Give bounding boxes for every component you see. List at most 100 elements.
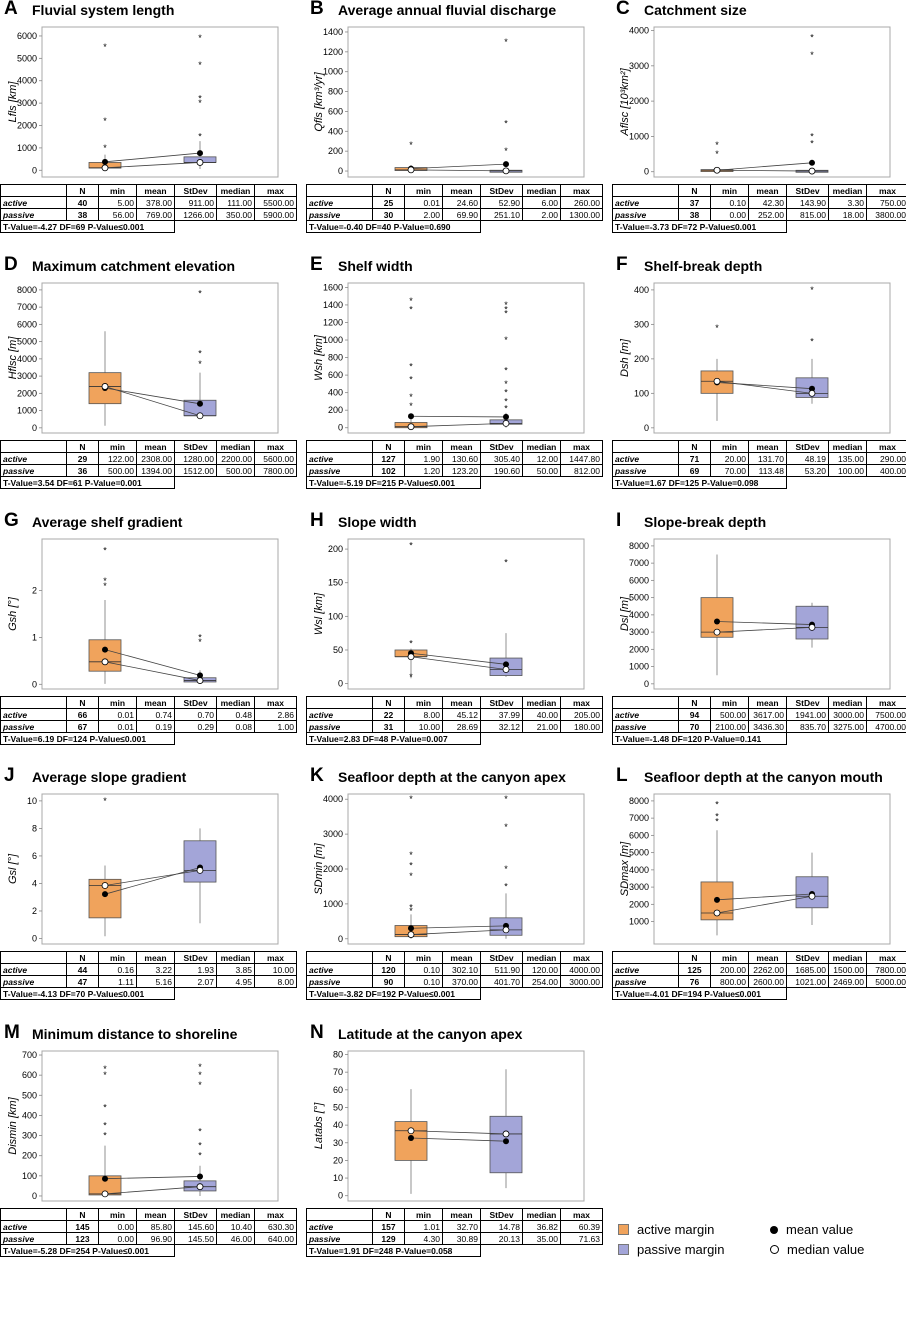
y-tick-label: 4000 xyxy=(629,610,649,620)
table-cell: 1.90 xyxy=(405,453,443,465)
panel-title: Slope width xyxy=(338,514,417,530)
passive-median-point xyxy=(503,666,509,672)
empty-cell xyxy=(481,477,603,489)
chart-plot: Hflsc [m]0100020003000400050006000700080… xyxy=(0,278,296,448)
row-label: active xyxy=(613,964,679,976)
table-header-cell: N xyxy=(67,441,99,453)
test-row: T-Value=1.91 DF=248 P-Value=0.058 xyxy=(307,1245,603,1257)
passive-median-point xyxy=(809,168,815,174)
y-tick-label: 400 xyxy=(328,126,343,136)
test-statistics: T-Value=-4.13 DF=70 P-Value≤0.001 xyxy=(1,988,175,1000)
table-header-cell: max xyxy=(561,441,603,453)
empty-cell xyxy=(787,733,906,745)
panel-letter: B xyxy=(310,0,324,20)
passive-mean-point xyxy=(197,401,203,407)
passive-outlier: * xyxy=(810,285,814,295)
empty-cell xyxy=(481,988,603,1000)
table-cell: 4.95 xyxy=(217,976,255,988)
table-cell: 130.60 xyxy=(443,453,481,465)
active-outlier: * xyxy=(103,1131,107,1141)
y-tick-label: 5000 xyxy=(17,337,37,347)
passive-outlier: * xyxy=(504,37,508,47)
table-header-cell: N xyxy=(67,185,99,197)
table-cell: 4.30 xyxy=(405,1233,443,1245)
y-axis-label: Dismin [km] xyxy=(7,1096,19,1154)
active-mean-point xyxy=(408,925,414,931)
table-cell: 1394.00 xyxy=(137,465,175,477)
test-statistics: T-Value=-0.40 DF=40 P-Value=0.690 xyxy=(307,221,481,233)
table-cell: 3275.00 xyxy=(829,721,867,733)
table-cell: 18.00 xyxy=(829,209,867,221)
plot-frame xyxy=(42,27,278,177)
test-statistics: T-Value=-4.27 DF=69 P-Value≤0.001 xyxy=(1,221,175,233)
row-label: passive xyxy=(613,209,679,221)
table-cell: 1447.80 xyxy=(561,453,603,465)
y-tick-label: 1200 xyxy=(323,47,343,57)
passive-outlier: * xyxy=(198,288,202,298)
y-tick-label: 8000 xyxy=(629,541,649,551)
table-cell: 45.12 xyxy=(443,709,481,721)
row-label: active xyxy=(1,197,67,209)
y-tick-label: 1400 xyxy=(323,27,343,37)
table-cell: 123.20 xyxy=(443,465,481,477)
active-median-point xyxy=(102,1191,108,1197)
y-tick-label: 0 xyxy=(32,679,37,689)
table-cell: 37.99 xyxy=(481,709,523,721)
y-tick-label: 2000 xyxy=(629,644,649,654)
active-outlier: * xyxy=(409,541,413,551)
y-tick-label: 30 xyxy=(333,1138,343,1148)
table-cell: 1500.00 xyxy=(829,964,867,976)
panel-letter: E xyxy=(310,254,323,276)
table-cell: 38 xyxy=(67,209,99,221)
y-tick-label: 800 xyxy=(328,353,343,363)
table-cell: 835.70 xyxy=(787,721,829,733)
passive-outlier: * xyxy=(504,118,508,128)
table-cell: 69.90 xyxy=(443,209,481,221)
table-cell: 0.01 xyxy=(99,721,137,733)
passive-outlier: * xyxy=(198,60,202,70)
empty-cell xyxy=(481,733,603,745)
active-median-point xyxy=(102,883,108,889)
table-cell: 370.00 xyxy=(443,976,481,988)
table-header-cell: mean xyxy=(443,1209,481,1221)
table-cell: 38 xyxy=(679,209,711,221)
table-cell: 2.00 xyxy=(523,209,561,221)
table-header-cell: max xyxy=(867,441,906,453)
panel-title: Seafloor depth at the canyon apex xyxy=(338,769,566,785)
table-cell: 0.74 xyxy=(137,709,175,721)
table-cell: 1280.00 xyxy=(175,453,217,465)
table-cell: 96.90 xyxy=(137,1233,175,1245)
y-tick-label: 4000 xyxy=(629,26,649,36)
y-tick-label: 7000 xyxy=(629,813,649,823)
passive-box xyxy=(184,841,216,882)
y-axis-label: Wsl [km] xyxy=(313,592,325,635)
table-header-cell: mean xyxy=(749,441,787,453)
row-label: passive xyxy=(1,465,67,477)
active-outlier: * xyxy=(409,638,413,648)
table-cell: 145.60 xyxy=(175,1221,217,1233)
table-cell: 812.00 xyxy=(561,465,603,477)
table-cell: 7800.00 xyxy=(255,465,297,477)
active-median-point xyxy=(408,1128,414,1134)
table-header-cell: StDev xyxy=(175,441,217,453)
table-cell: 0.10 xyxy=(405,976,443,988)
y-tick-label: 4000 xyxy=(17,354,37,364)
y-tick-label: 8000 xyxy=(17,285,37,295)
active-mean-point xyxy=(714,618,720,624)
table-cell: 2600.00 xyxy=(749,976,787,988)
table-cell: 47 xyxy=(67,976,99,988)
row-label: passive xyxy=(307,976,373,988)
row-label: passive xyxy=(1,209,67,221)
passive-mean-point xyxy=(503,1138,509,1144)
chart-plot: Gsh [°]012***** xyxy=(0,534,296,704)
panel-letter: M xyxy=(4,1022,20,1044)
table-cell: 305.40 xyxy=(481,453,523,465)
y-tick-label: 1200 xyxy=(323,317,343,327)
table-cell: 5.16 xyxy=(137,976,175,988)
table-cell: 5.00 xyxy=(99,197,137,209)
